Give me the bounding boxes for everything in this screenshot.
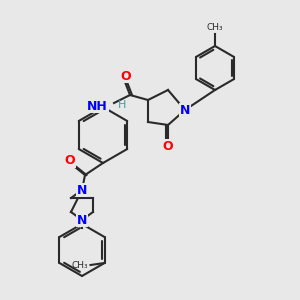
Text: NH: NH: [87, 100, 108, 112]
Text: N: N: [77, 214, 87, 226]
Text: N: N: [77, 184, 87, 196]
Text: CH₃: CH₃: [207, 23, 223, 32]
Text: CH₃: CH₃: [72, 262, 88, 271]
Text: O: O: [121, 70, 131, 83]
Text: H: H: [118, 100, 126, 110]
Text: N: N: [180, 103, 190, 116]
Text: O: O: [163, 140, 173, 152]
Text: O: O: [65, 154, 75, 167]
